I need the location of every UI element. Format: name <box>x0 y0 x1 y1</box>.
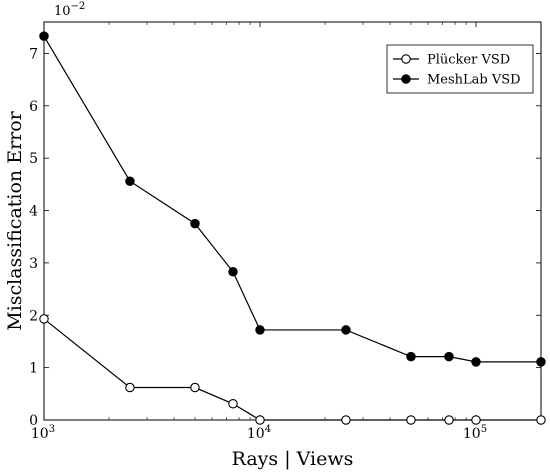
data-point-series-0 <box>228 399 238 409</box>
data-point-series-0 <box>536 415 546 425</box>
data-point-series-1 <box>444 351 454 362</box>
legend: Plücker VSD MeshLab VSD <box>386 44 534 94</box>
data-point-series-0 <box>471 415 481 425</box>
x-tick-exponent: 3 <box>49 424 55 435</box>
y-tick-label: 3 <box>29 256 38 272</box>
data-point-series-1 <box>536 357 546 367</box>
x-tick-base: 10 <box>247 426 265 442</box>
y-tick-label: 6 <box>29 99 38 115</box>
series-line-1 <box>43 35 541 363</box>
data-point-series-0 <box>406 415 416 425</box>
data-point-series-0 <box>341 415 351 425</box>
y-scale-base: 10 <box>54 4 71 19</box>
x-tick-label: 103 <box>31 424 55 442</box>
data-point-series-1 <box>471 357 481 367</box>
legend-label-0: Plücker VSD <box>427 53 510 68</box>
y-axis-label: Misclassification Error <box>4 110 26 330</box>
series-line-0 <box>43 318 541 421</box>
data-point-series-1 <box>125 176 135 186</box>
data-point-series-1 <box>341 325 351 335</box>
legend-box <box>386 44 534 94</box>
data-point-series-1 <box>228 267 238 277</box>
data-point-series-0 <box>255 415 265 425</box>
data-point-series-0 <box>444 415 454 425</box>
x-tick-label: 104 <box>247 424 271 442</box>
legend-label-1: MeshLab VSD <box>427 73 521 88</box>
y-tick-label: 7 <box>29 46 38 62</box>
y-scale-note: 10−2 <box>54 1 85 19</box>
y-tick-label: 1 <box>29 361 38 377</box>
y-tick-label: 5 <box>29 151 38 167</box>
x-tick-base: 10 <box>463 426 481 442</box>
x-tick-exponent: 4 <box>265 424 271 435</box>
x-axis-label: Rays | Views <box>232 448 354 470</box>
data-point-series-0 <box>39 314 49 324</box>
y-tick-label: 0 <box>29 413 38 429</box>
data-point-series-1 <box>406 351 416 362</box>
y-tick-label: 4 <box>29 204 38 220</box>
data-point-series-0 <box>125 382 135 393</box>
data-point-series-0 <box>190 382 200 393</box>
x-tick-label: 105 <box>463 424 487 442</box>
data-point-series-1 <box>255 325 265 335</box>
y-tick-label: 2 <box>29 308 38 324</box>
x-tick-exponent: 5 <box>481 424 487 435</box>
y-scale-exponent: −2 <box>71 1 86 12</box>
data-point-series-1 <box>39 31 49 41</box>
legend-marker-1 <box>401 74 411 84</box>
legend-marker-0 <box>401 54 411 64</box>
data-point-series-1 <box>190 218 200 229</box>
x-tick-base: 10 <box>31 426 49 442</box>
